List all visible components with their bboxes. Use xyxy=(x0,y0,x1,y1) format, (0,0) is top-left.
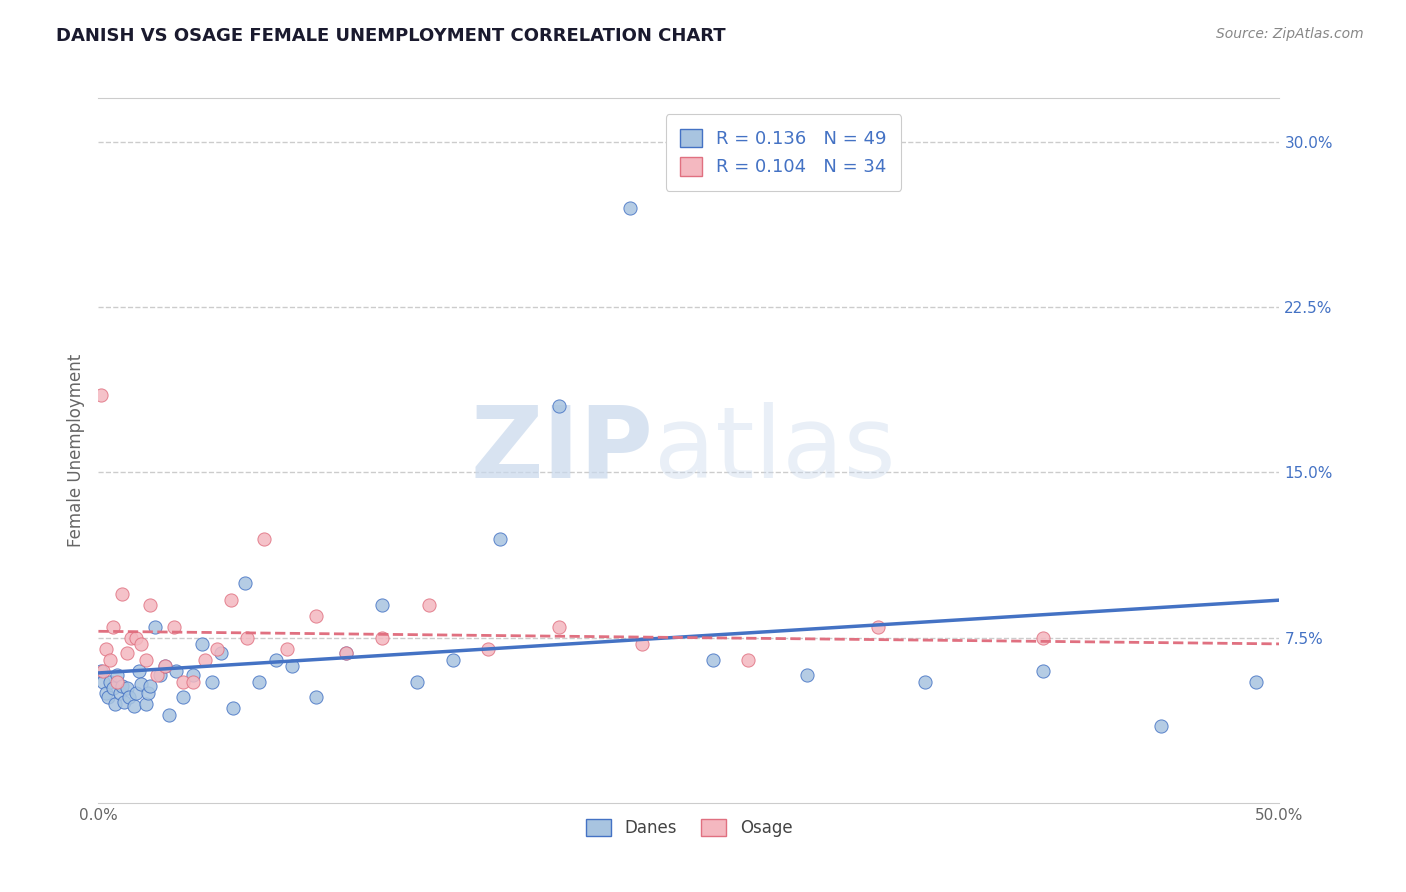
Point xyxy=(98,653,121,667)
Point xyxy=(125,631,148,645)
Point xyxy=(222,701,245,715)
Text: Source: ZipAtlas.com: Source: ZipAtlas.com xyxy=(1216,27,1364,41)
Point xyxy=(914,674,936,689)
Point xyxy=(125,686,148,700)
Point xyxy=(135,653,157,667)
Point xyxy=(146,668,169,682)
Text: DANISH VS OSAGE FEMALE UNEMPLOYMENT CORRELATION CHART: DANISH VS OSAGE FEMALE UNEMPLOYMENT CORR… xyxy=(56,27,725,45)
Point xyxy=(253,532,276,546)
Point xyxy=(205,641,228,656)
Point xyxy=(115,681,138,696)
Point xyxy=(135,697,157,711)
Point xyxy=(335,646,357,660)
Point xyxy=(98,674,121,689)
Point xyxy=(418,598,440,612)
Point xyxy=(111,586,134,600)
Text: atlas: atlas xyxy=(654,402,896,499)
Point xyxy=(191,637,214,651)
Point xyxy=(136,686,159,700)
Point xyxy=(129,637,152,651)
Point xyxy=(264,653,287,667)
Point xyxy=(796,668,818,682)
Point xyxy=(94,686,117,700)
Point xyxy=(233,575,256,590)
Y-axis label: Female Unemployment: Female Unemployment xyxy=(66,354,84,547)
Point xyxy=(441,653,464,667)
Point xyxy=(172,674,194,689)
Point xyxy=(90,388,112,402)
Point xyxy=(866,619,889,633)
Legend: Danes, Osage: Danes, Osage xyxy=(579,813,799,844)
Point xyxy=(305,690,328,705)
Point xyxy=(702,653,724,667)
Point xyxy=(108,686,131,700)
Point xyxy=(477,641,499,656)
Point xyxy=(101,681,124,696)
Point xyxy=(105,668,128,682)
Point xyxy=(94,641,117,656)
Point xyxy=(104,697,127,711)
Text: ZIP: ZIP xyxy=(471,402,654,499)
Point xyxy=(149,668,172,682)
Point xyxy=(111,679,134,693)
Point xyxy=(112,694,135,708)
Point xyxy=(1032,631,1054,645)
Point xyxy=(1150,719,1173,733)
Point xyxy=(630,637,652,651)
Point xyxy=(172,690,194,705)
Point xyxy=(181,674,204,689)
Point xyxy=(181,668,204,682)
Point xyxy=(219,593,242,607)
Point xyxy=(1244,674,1267,689)
Point xyxy=(91,674,114,689)
Point xyxy=(548,619,571,633)
Point xyxy=(209,646,232,660)
Point xyxy=(139,598,162,612)
Point xyxy=(548,400,571,414)
Point xyxy=(128,664,150,678)
Point xyxy=(143,619,166,633)
Point xyxy=(129,677,152,691)
Point xyxy=(101,619,124,633)
Point xyxy=(157,707,180,722)
Point xyxy=(281,659,304,673)
Point xyxy=(163,619,186,633)
Point xyxy=(90,664,112,678)
Point xyxy=(105,674,128,689)
Point xyxy=(247,674,270,689)
Point xyxy=(194,653,217,667)
Point xyxy=(1032,664,1054,678)
Point xyxy=(165,664,187,678)
Point xyxy=(118,690,141,705)
Point xyxy=(91,664,114,678)
Point xyxy=(115,646,138,660)
Point xyxy=(153,659,176,673)
Point xyxy=(139,679,162,693)
Point xyxy=(122,698,145,713)
Point xyxy=(121,631,143,645)
Point xyxy=(619,201,641,215)
Point xyxy=(737,653,759,667)
Point xyxy=(371,598,394,612)
Point xyxy=(406,674,429,689)
Point xyxy=(276,641,298,656)
Point xyxy=(236,631,259,645)
Point xyxy=(305,608,328,623)
Point xyxy=(201,674,224,689)
Point xyxy=(153,659,176,673)
Point xyxy=(335,646,357,660)
Point xyxy=(371,631,394,645)
Point xyxy=(97,690,120,705)
Point xyxy=(489,532,512,546)
